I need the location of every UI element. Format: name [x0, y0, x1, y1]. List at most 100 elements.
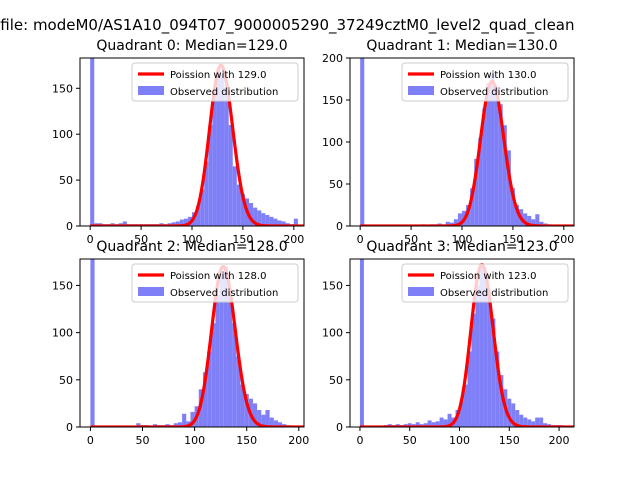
- y-tick-label: 150: [52, 279, 73, 292]
- histogram-bar: [273, 420, 278, 427]
- y-tick-label: 50: [59, 374, 73, 387]
- histogram-bar: [539, 417, 544, 427]
- histogram-bar: [236, 356, 241, 427]
- x-tick-label: 200: [553, 233, 574, 246]
- histogram-bar: [211, 323, 216, 427]
- histogram-bar: [281, 221, 286, 226]
- legend: Poission with 123.0 Observed distribution: [401, 263, 569, 303]
- histogram-bar: [502, 125, 507, 226]
- histogram-bar: [220, 74, 225, 226]
- x-tick-label: 0: [357, 233, 364, 246]
- y-tick-label: 200: [322, 52, 343, 65]
- histogram-bar: [232, 166, 237, 226]
- legend-fit-label: Poission with 128.0: [170, 271, 266, 282]
- y-tick-label: 100: [322, 327, 343, 340]
- x-tick-label: 100: [184, 434, 205, 447]
- histogram-bar: [491, 318, 496, 427]
- y-tick-label: 150: [52, 82, 73, 95]
- histogram-bar: [494, 87, 499, 226]
- histogram-bar: [478, 137, 483, 226]
- histogram-bar: [443, 419, 448, 427]
- legend: Poission with 128.0 Observed distribution: [131, 263, 299, 303]
- histogram-bar: [435, 421, 440, 427]
- histogram-bar: [175, 221, 180, 226]
- subplot-title: Quadrant 3: Median=123.0: [366, 239, 557, 255]
- histogram-bar: [467, 351, 472, 427]
- histogram-bar: [535, 214, 540, 226]
- histogram-bar: [277, 220, 282, 226]
- histogram-bar: [495, 351, 500, 427]
- y-tick-label: 0: [336, 421, 343, 434]
- legend-box: [401, 263, 569, 303]
- histogram-bar: [273, 218, 278, 226]
- histogram-bar: [445, 221, 450, 226]
- histogram-bar: [200, 189, 205, 226]
- histogram-bar: [207, 351, 212, 427]
- histogram-bar: [182, 413, 187, 427]
- histogram-bar: [535, 417, 540, 427]
- legend-hist-label: Observed distribution: [170, 87, 278, 98]
- x-tick-label: 150: [236, 434, 257, 447]
- histogram-bar: [514, 205, 520, 226]
- histogram-bar: [531, 219, 536, 226]
- histogram-bar: [177, 422, 183, 427]
- histogram-bar: [232, 323, 237, 427]
- histogram-bar: [519, 414, 524, 427]
- legend-box: [131, 263, 299, 303]
- histogram-bar: [173, 423, 178, 427]
- histogram-bar: [439, 417, 444, 427]
- axes-frame: [79, 258, 305, 428]
- histogram-bar: [527, 215, 532, 226]
- histogram-bar: [415, 422, 420, 427]
- histogram-bar: [471, 313, 476, 427]
- y-tick-label: 150: [322, 279, 343, 292]
- histogram-bar: [252, 403, 258, 427]
- y-tick-label: 50: [329, 374, 343, 387]
- plot-area: [89, 259, 304, 427]
- legend-hist-label: Observed distribution: [170, 288, 278, 299]
- axes-frame: [349, 258, 575, 428]
- histogram-bar: [257, 210, 262, 226]
- poisson-fit-line: [359, 263, 574, 427]
- histogram-bar: [265, 214, 270, 226]
- x-tick-label: 50: [403, 434, 417, 447]
- histogram-bar: [136, 423, 141, 427]
- histogram-bar: [257, 410, 262, 427]
- histogram-bar: [543, 423, 548, 427]
- x-tick-label: 200: [283, 233, 304, 246]
- legend-hist-swatch: [138, 287, 164, 296]
- histogram-bar: [244, 393, 249, 427]
- x-tick-label: 150: [232, 233, 253, 246]
- histogram-bar: [499, 375, 504, 427]
- histogram-bar: [240, 384, 245, 427]
- histogram-bar: [204, 161, 209, 226]
- histogram-bar: [498, 104, 503, 226]
- legend-hist-label: Observed distribution: [440, 87, 548, 98]
- x-tick-label: 50: [136, 434, 150, 447]
- subplot-quadrant-2: 0 50 100 150 200 0 50 100 150 Quadrant 2: Median=…: [52, 239, 309, 447]
- histogram-bar: [212, 92, 217, 226]
- legend-fit-label: Poission with 130.0: [440, 70, 536, 81]
- histogram-bar: [506, 150, 511, 226]
- y-tick-label: 0: [66, 421, 73, 434]
- histogram-bar: [466, 205, 471, 226]
- histogram-bar: [407, 423, 412, 427]
- histogram-bar: [90, 58, 95, 226]
- histogram-bar: [122, 221, 127, 226]
- histogram-bar: [196, 205, 201, 226]
- histogram-bar: [483, 271, 488, 427]
- histogram-bar: [183, 218, 188, 226]
- histogram-bar: [179, 219, 184, 226]
- subplots: 0 50 100 150 200 0 50 100 150 Quadrant 0: Median=…: [52, 38, 575, 447]
- histogram-bar: [208, 125, 213, 226]
- x-tick-label: 100: [449, 434, 470, 447]
- histogram-bar: [479, 266, 484, 427]
- legend: Poission with 130.0 Observed distribution: [401, 62, 569, 102]
- histogram-bar: [293, 218, 298, 226]
- histogram-bar: [228, 125, 233, 226]
- legend-hist-swatch: [138, 86, 164, 95]
- plot-area: [89, 58, 304, 226]
- x-tick-label: 150: [502, 233, 523, 246]
- y-tick-label: 100: [52, 327, 73, 340]
- histogram-bar: [240, 193, 245, 226]
